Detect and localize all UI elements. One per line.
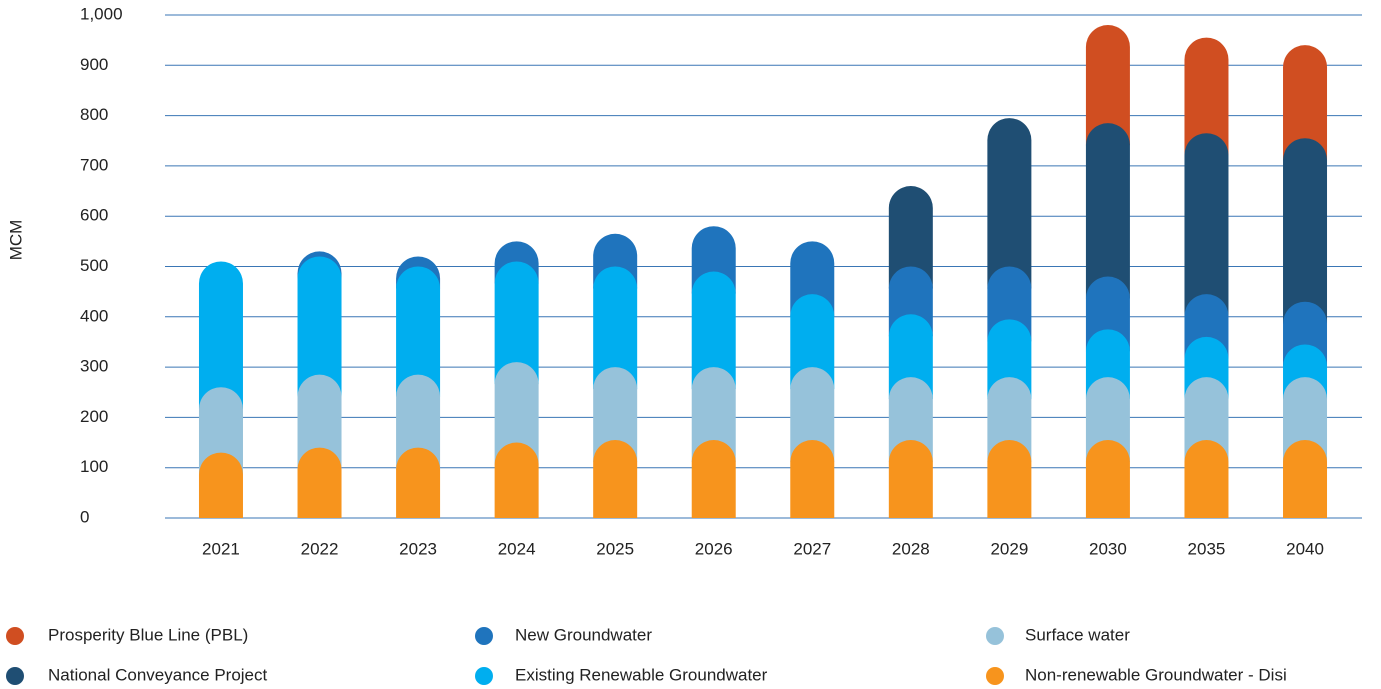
bar-segment — [1085, 123, 1130, 299]
y-tick-label: 600 — [80, 206, 108, 225]
x-tick-label: 2026 — [695, 539, 733, 558]
legend-label: Prosperity Blue Line (PBL) — [48, 625, 248, 644]
bar-segment — [1283, 440, 1328, 518]
x-tick-label: 2027 — [793, 539, 831, 558]
bar-segment — [790, 440, 835, 518]
x-tick-label: 2023 — [399, 539, 437, 558]
bar-segment — [888, 186, 933, 289]
x-tick-label: 2030 — [1089, 539, 1127, 558]
x-tick-label: 2022 — [301, 539, 339, 558]
y-tick-label: 100 — [80, 457, 108, 476]
bar-segment — [1283, 138, 1328, 324]
bar-segment — [1283, 45, 1328, 161]
bar-segment — [691, 440, 736, 518]
legend-label: Surface water — [1025, 625, 1130, 644]
legend-marker — [986, 627, 1004, 645]
bar-segment — [1283, 377, 1328, 463]
legend-marker — [475, 667, 493, 685]
x-tick-label: 2035 — [1188, 539, 1226, 558]
legend-marker — [6, 627, 24, 645]
bar-segment — [494, 442, 539, 518]
bar-segment — [494, 261, 539, 385]
legend-marker — [6, 667, 24, 685]
bar-segment — [691, 367, 736, 463]
y-tick-label: 900 — [80, 55, 108, 74]
x-tick-label: 2021 — [202, 539, 240, 558]
y-axis-label: MCM — [6, 220, 25, 261]
x-tick-label: 2040 — [1286, 539, 1324, 558]
bar-segment — [888, 314, 933, 400]
bar-segment — [1184, 133, 1229, 317]
y-tick-label: 0 — [80, 507, 89, 526]
legend-label: National Conveyance Project — [48, 665, 268, 684]
x-tick-label: 2029 — [990, 539, 1028, 558]
bar-segment — [396, 266, 441, 397]
bar-segment — [198, 387, 243, 475]
y-tick-label: 500 — [80, 256, 108, 275]
y-tick-label: 200 — [80, 407, 108, 426]
y-tick-label: 700 — [80, 155, 108, 174]
bar-segment — [691, 271, 736, 390]
legend-label: Existing Renewable Groundwater — [515, 665, 768, 684]
bar-segment — [987, 377, 1032, 463]
bar-segment — [198, 452, 243, 518]
bar-segment — [1085, 25, 1130, 146]
bar-segment — [1184, 377, 1229, 463]
bar-segment — [987, 118, 1032, 289]
legend-marker — [986, 667, 1004, 685]
bar-segment — [987, 319, 1032, 400]
y-tick-label: 800 — [80, 105, 108, 124]
bar-segment — [297, 256, 342, 397]
legend-label: New Groundwater — [515, 625, 652, 644]
x-tick-label: 2028 — [892, 539, 930, 558]
bar-segment — [396, 374, 441, 470]
bar-segment — [494, 362, 539, 465]
y-tick-label: 1,000 — [80, 4, 123, 23]
bar-segment — [790, 294, 835, 390]
bar-segment — [593, 440, 638, 518]
bar-segment — [790, 367, 835, 463]
bar-segment — [888, 377, 933, 463]
legend-label: Non-renewable Groundwater - Disi — [1025, 665, 1287, 684]
bar-segment — [297, 447, 342, 518]
legend-marker — [475, 627, 493, 645]
bar-segment — [987, 440, 1032, 518]
bar-segment — [198, 261, 243, 410]
x-tick-label: 2024 — [498, 539, 536, 558]
bar-segment — [396, 447, 441, 518]
bar-segment — [297, 374, 342, 470]
bar-segment — [593, 266, 638, 390]
bar-segment — [888, 440, 933, 518]
bar-segment — [1184, 440, 1229, 518]
y-tick-label: 400 — [80, 306, 108, 325]
bar-segment — [1085, 377, 1130, 463]
x-tick-label: 2025 — [596, 539, 634, 558]
y-tick-label: 300 — [80, 357, 108, 376]
bar-segment — [1085, 440, 1130, 518]
bar-segment — [593, 367, 638, 463]
bar-segment — [1184, 37, 1229, 156]
